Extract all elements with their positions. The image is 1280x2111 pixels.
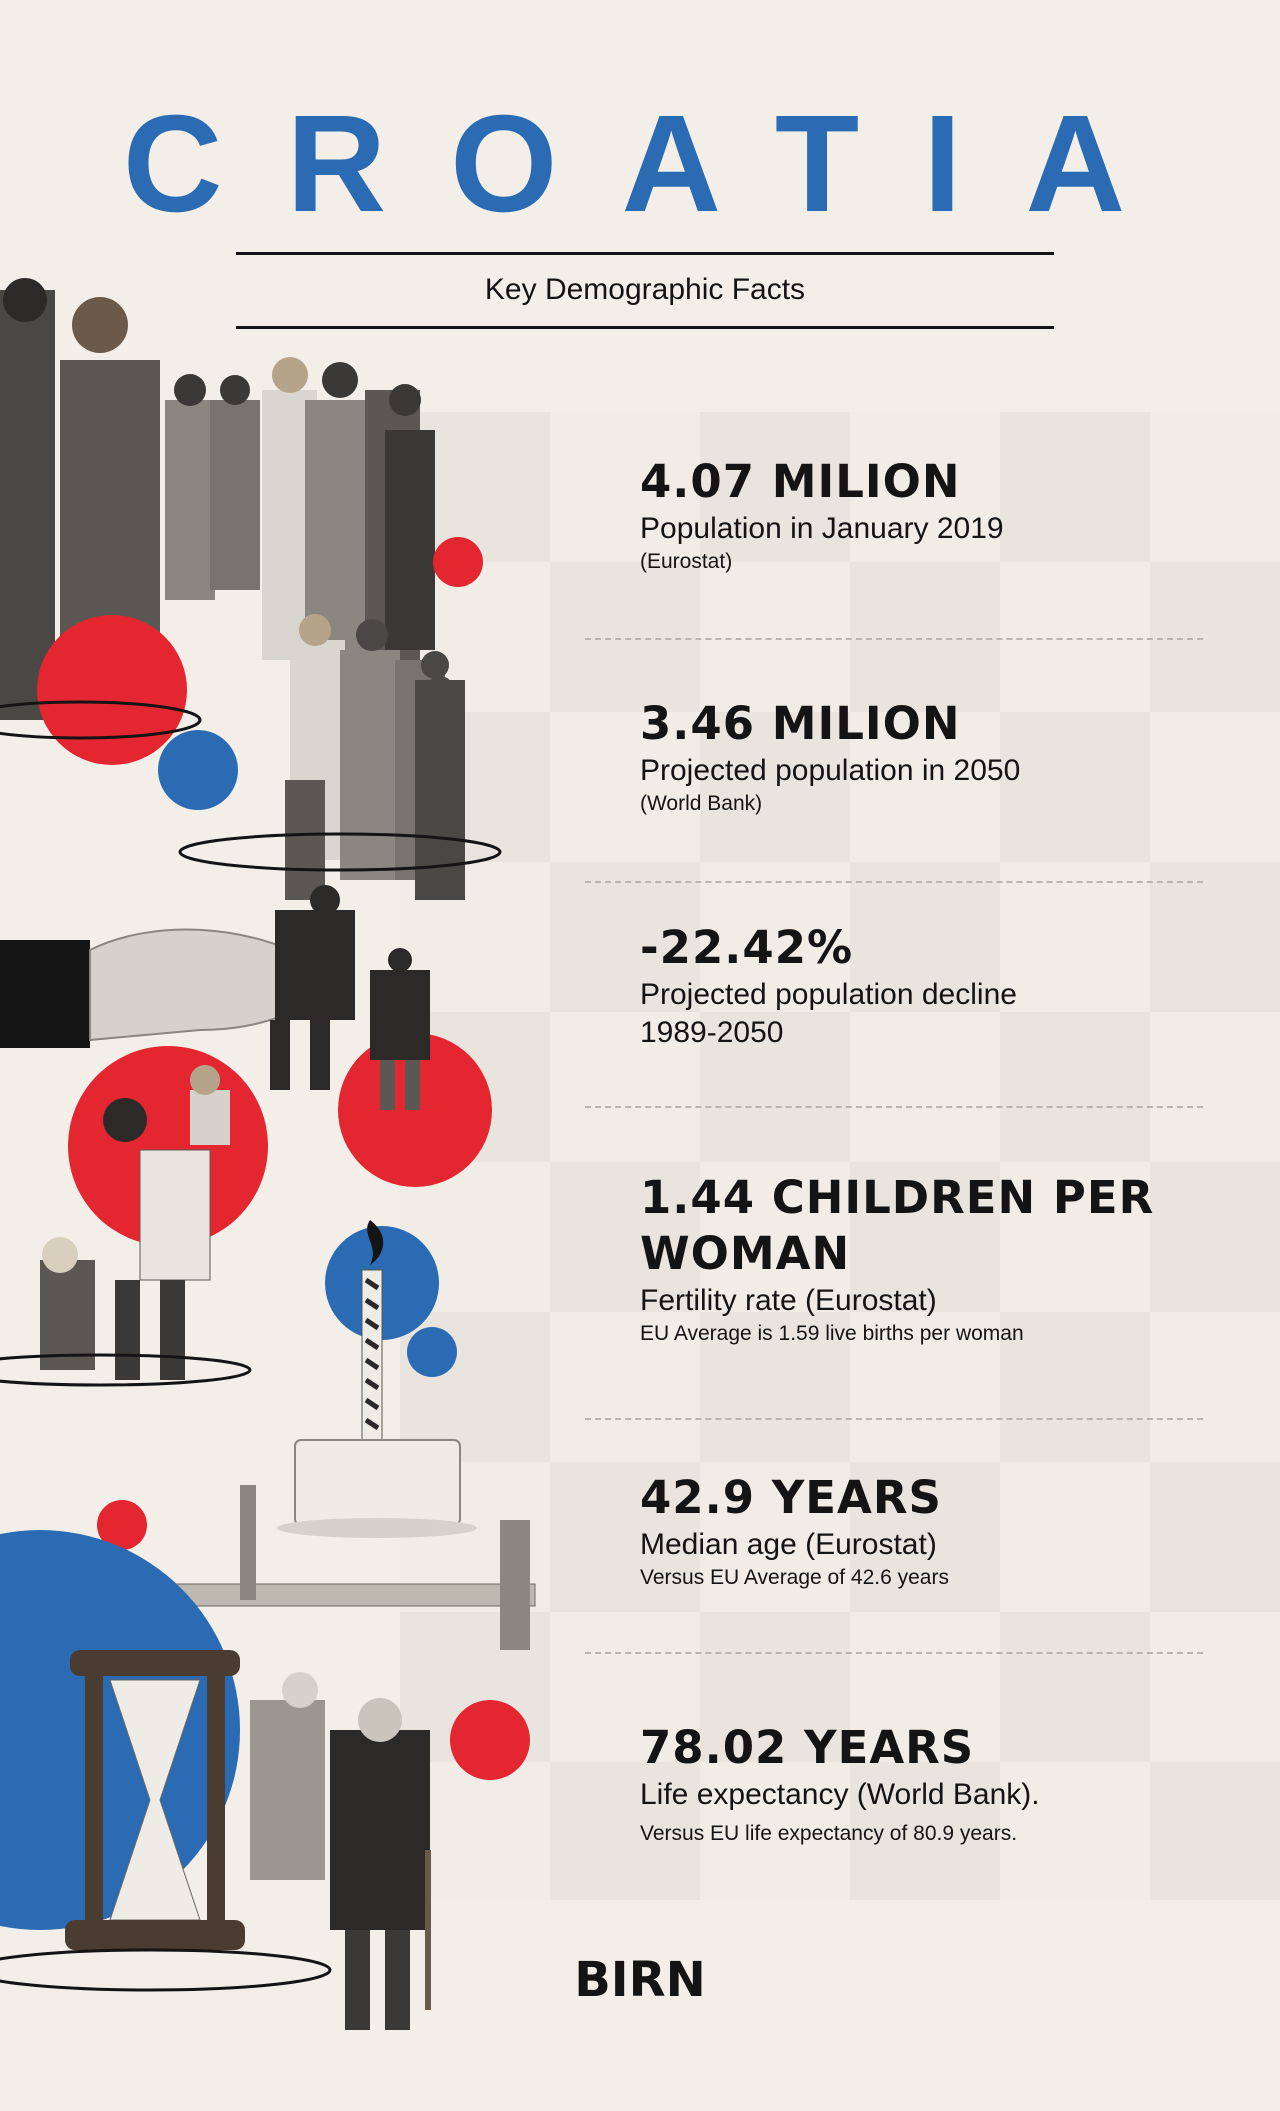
checker-cell <box>700 562 850 712</box>
checker-cell <box>850 1162 1000 1312</box>
blue-circle <box>158 730 238 810</box>
checker-cell <box>550 862 700 1012</box>
fact-label: Population in January 2019 <box>640 512 1004 545</box>
fact-divider <box>585 1418 1203 1420</box>
red-circle <box>37 615 187 765</box>
checker-cell <box>1150 862 1280 1012</box>
checker-cell <box>850 1762 1000 1900</box>
hourglass <box>70 1650 240 1676</box>
checker-cell <box>700 1612 850 1762</box>
fact-note: EU Average is 1.59 live births per woman <box>640 1322 1024 1345</box>
fact-population-2019: 4.07 MILION Population in January 2019 (… <box>640 454 1200 576</box>
checker-cell <box>1150 1312 1280 1462</box>
fact-divider <box>585 1106 1203 1108</box>
checker-cell <box>1150 562 1280 712</box>
checker-cell <box>1150 412 1280 562</box>
fact-label: Fertility rate (Eurostat) <box>640 1284 937 1317</box>
checker-cell <box>1000 562 1150 712</box>
checker-cell <box>850 862 1000 1012</box>
title-rule-top <box>236 252 1054 255</box>
fact-life-expectancy: 78.02 YEARS Life expectancy (World Bank)… <box>640 1720 1200 1848</box>
checker-cell <box>550 1762 700 1900</box>
checker-cell <box>700 712 850 862</box>
checker-cell <box>850 1312 1000 1462</box>
checker-cell <box>1150 1162 1280 1312</box>
fact-divider <box>585 638 1203 640</box>
checker-cell <box>550 562 700 712</box>
candle-flame <box>367 1220 384 1265</box>
checkerboard-background <box>400 412 1280 1900</box>
checker-cell <box>1150 1462 1280 1612</box>
red-dot <box>433 537 483 587</box>
fact-label: Projected population decline <box>640 978 1017 1011</box>
fact-fertility-rate: 1.44 CHILDREN PER WOMAN Fertility rate (… <box>640 1170 1200 1348</box>
checker-cell <box>1150 712 1280 862</box>
checker-cell <box>550 1462 700 1612</box>
sleeve <box>0 940 90 1048</box>
checker-cell <box>550 712 700 862</box>
checker-cell <box>850 412 1000 562</box>
checker-cell <box>700 1012 850 1162</box>
checker-cell <box>1000 1462 1150 1612</box>
page-subtitle: Key Demographic Facts <box>484 273 806 306</box>
fact-headline: 4.07 MILION <box>640 455 961 508</box>
scribble-shadow <box>0 700 202 740</box>
checker-cell <box>1150 1012 1280 1162</box>
fact-population-decline: -22.42% Projected population decline 198… <box>640 920 1200 1052</box>
checker-cell <box>1000 412 1150 562</box>
fact-median-age: 42.9 YEARS Median age (Eurostat) Versus … <box>640 1470 1200 1592</box>
fact-headline-continued: WOMAN <box>640 1227 851 1280</box>
checker-cell <box>550 412 700 562</box>
checker-cell <box>850 1462 1000 1612</box>
fact-label: Projected population in 2050 <box>640 754 1021 787</box>
checker-cell <box>1000 712 1150 862</box>
fact-source: (Eurostat) <box>640 550 733 573</box>
checker-cell <box>850 1012 1000 1162</box>
fact-headline: 78.02 YEARS <box>640 1721 975 1774</box>
checker-cell <box>700 1312 850 1462</box>
birn-logo: BIRN <box>574 1952 706 2008</box>
checker-cell <box>1000 1162 1150 1312</box>
checker-cell <box>700 862 850 1012</box>
fact-label: Life expectancy (World Bank). <box>640 1778 1040 1811</box>
checker-cell <box>1150 1762 1280 1900</box>
fact-headline: 3.46 MILION <box>640 697 961 750</box>
checker-cell <box>700 1162 850 1312</box>
checker-cell <box>550 1612 700 1762</box>
fact-note: Versus EU Average of 42.6 years <box>640 1566 949 1589</box>
fact-note: Versus EU life expectancy of 80.9 years. <box>640 1822 1018 1845</box>
checker-cell <box>1150 1612 1280 1762</box>
fact-source: (World Bank) <box>640 792 763 815</box>
collage-illustration <box>0 278 536 2030</box>
checker-cell <box>850 1612 1000 1762</box>
checker-cell <box>850 712 1000 862</box>
checker-cell <box>1000 1762 1150 1900</box>
checker-cell <box>1000 862 1150 1012</box>
fact-headline: 1.44 CHILDREN PER <box>640 1171 1155 1224</box>
checker-cell <box>1000 1012 1150 1162</box>
checker-cell <box>550 1012 700 1162</box>
page-title: CROATIA <box>122 87 1190 241</box>
fact-population-2050: 3.46 MILION Projected population in 2050… <box>640 696 1200 818</box>
checker-cell <box>700 1762 850 1900</box>
checker-cell <box>700 1462 850 1612</box>
checker-cell <box>1000 1312 1150 1462</box>
fact-divider <box>585 1652 1203 1654</box>
cake <box>294 1439 461 1526</box>
checker-cell <box>550 1162 700 1312</box>
fact-headline: -22.42% <box>640 921 854 974</box>
fact-divider <box>585 881 1203 883</box>
fact-label: Median age (Eurostat) <box>640 1528 937 1561</box>
checker-cell <box>700 412 850 562</box>
fact-label-period: 1989-2050 <box>640 1016 784 1049</box>
checker-cell <box>850 562 1000 712</box>
title-rule-bottom <box>236 326 1054 329</box>
checker-cell <box>550 1312 700 1462</box>
fact-headline: 42.9 YEARS <box>640 1471 942 1524</box>
checker-cell <box>1000 1612 1150 1762</box>
